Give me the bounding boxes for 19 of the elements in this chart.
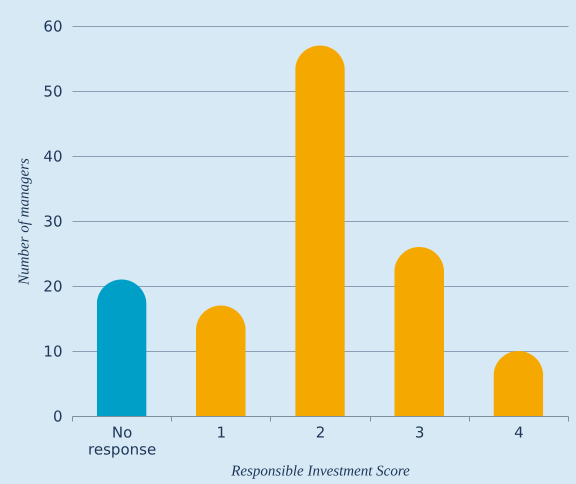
y-tick-label: 50: [43, 82, 62, 100]
y-tick-label: 10: [43, 342, 62, 360]
x-tick-label: 2: [316, 424, 326, 442]
x-tick-label: 1: [216, 424, 226, 442]
x-tick-label: 3: [414, 424, 424, 442]
y-tick-label: 40: [43, 148, 62, 166]
bar: [494, 351, 544, 416]
y-tick-label: 60: [43, 18, 62, 36]
bar: [96, 280, 146, 416]
bar: [295, 46, 345, 416]
x-tick-label: No response: [88, 424, 156, 458]
y-tick-label: 30: [43, 212, 62, 230]
y-axis-title: Number of managers: [16, 158, 32, 286]
x-tick-label: 4: [514, 424, 524, 442]
x-axis-title: Responsible Investment Score: [230, 464, 410, 480]
y-tick-label: 20: [43, 278, 62, 296]
bar: [394, 247, 444, 416]
y-tick-label: 0: [52, 408, 62, 426]
bar: [196, 306, 246, 416]
